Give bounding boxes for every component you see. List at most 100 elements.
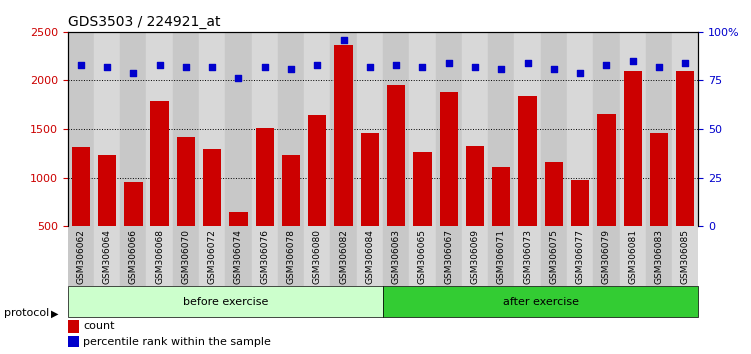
Bar (176, 137, 195, 275)
Bar (623, 71, 642, 275)
Bar (98, 155, 116, 275)
Bar (334, 45, 353, 275)
Bar (124, 182, 143, 275)
Point (75, 62, 87, 68)
Point (496, 66, 508, 72)
Bar (150, 101, 169, 275)
Point (128, 70, 140, 75)
Bar (120, 32, 146, 226)
Text: count: count (83, 321, 115, 331)
Bar (597, 114, 616, 275)
Point (391, 62, 403, 68)
Bar (492, 167, 511, 275)
Bar (252, 226, 278, 286)
Bar (439, 92, 458, 275)
Point (258, 64, 271, 70)
Point (653, 64, 665, 70)
Bar (593, 32, 620, 226)
Bar (518, 96, 537, 275)
Text: GSM306062: GSM306062 (77, 229, 85, 284)
Bar (94, 32, 120, 226)
Bar (387, 85, 406, 275)
Point (548, 66, 560, 72)
Bar (541, 32, 567, 226)
Bar (623, 71, 642, 275)
Bar (413, 152, 432, 275)
Text: GSM306068: GSM306068 (155, 229, 164, 284)
Text: GSM306076: GSM306076 (261, 229, 269, 284)
Bar (173, 226, 199, 286)
Point (101, 64, 113, 70)
Bar (567, 32, 593, 226)
Bar (567, 226, 593, 286)
Text: GSM306082: GSM306082 (339, 229, 348, 284)
Bar (282, 155, 300, 275)
Point (679, 60, 691, 66)
Bar (383, 226, 409, 286)
Bar (488, 32, 514, 226)
Bar (68, 320, 79, 333)
Bar (282, 155, 300, 275)
Point (338, 37, 350, 42)
Text: GSM306075: GSM306075 (550, 229, 558, 284)
Bar (255, 128, 274, 275)
Bar (383, 32, 409, 226)
Bar (203, 149, 222, 275)
Bar (620, 32, 646, 226)
Bar (439, 92, 458, 275)
Bar (330, 226, 357, 286)
Bar (252, 32, 278, 226)
Bar (278, 226, 304, 286)
Text: GSM306064: GSM306064 (103, 229, 111, 284)
Bar (71, 147, 90, 275)
Bar (646, 226, 672, 286)
Bar (571, 180, 590, 275)
Text: GSM306080: GSM306080 (313, 229, 321, 284)
Bar (308, 115, 327, 275)
Bar (357, 226, 383, 286)
Bar (544, 162, 563, 275)
Bar (597, 114, 616, 275)
Bar (278, 32, 304, 226)
Point (154, 62, 166, 68)
Bar (672, 32, 698, 226)
Bar (120, 226, 146, 286)
Bar (334, 45, 353, 275)
Bar (650, 133, 668, 275)
Point (575, 70, 587, 75)
Text: GSM306085: GSM306085 (681, 229, 689, 284)
Bar (357, 32, 383, 226)
Bar (199, 32, 225, 226)
Bar (466, 147, 484, 275)
Point (416, 64, 428, 70)
Text: ▶: ▶ (51, 308, 59, 318)
Bar (68, 336, 79, 347)
Point (601, 62, 613, 68)
Bar (360, 133, 379, 275)
Bar (229, 211, 248, 275)
Bar (124, 182, 143, 275)
Text: GSM306069: GSM306069 (471, 229, 479, 284)
Bar (360, 133, 379, 275)
Text: GSM306073: GSM306073 (523, 229, 532, 284)
Text: GSM306070: GSM306070 (182, 229, 190, 284)
Point (206, 64, 219, 70)
Bar (98, 155, 116, 275)
Text: GSM306084: GSM306084 (366, 229, 374, 284)
Text: GSM306083: GSM306083 (655, 229, 663, 284)
Bar (173, 32, 199, 226)
Bar (676, 71, 695, 275)
Point (312, 62, 324, 68)
Point (285, 66, 297, 72)
Bar (94, 226, 120, 286)
Bar (146, 32, 173, 226)
Bar (466, 147, 484, 275)
Bar (518, 96, 537, 275)
Bar (544, 162, 563, 275)
Bar (436, 32, 462, 226)
Text: GSM306078: GSM306078 (287, 229, 295, 284)
Text: protocol: protocol (4, 308, 49, 318)
Bar (620, 226, 646, 286)
Bar (68, 286, 383, 317)
Bar (672, 226, 698, 286)
